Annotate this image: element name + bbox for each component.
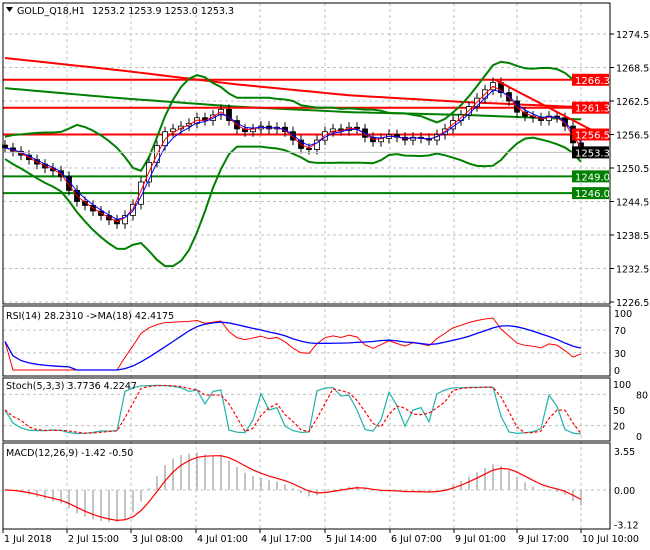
time-tick-label: 3 Jul 08:00 (132, 534, 183, 545)
level-price-tag (572, 170, 609, 183)
rsi-level-label: 100 (614, 309, 632, 320)
level-price-tag (572, 73, 609, 86)
candle (66, 175, 72, 191)
level-price-label: 1266.3 (575, 76, 610, 87)
time-tick-label: 9 Jul 17:00 (518, 534, 569, 545)
candle (546, 115, 552, 121)
candle (170, 128, 176, 133)
stoch-label: Stoch(5,3,3) 3.7736 4.2247 (6, 381, 137, 392)
long-ma-green (4, 87, 582, 121)
time-tick-label: 6 Jul 07:00 (391, 534, 442, 545)
collapse-triangle-icon[interactable] (6, 7, 13, 12)
price-tick-label: 1250.5 (616, 164, 649, 175)
stoch-level-label: 50 (613, 406, 625, 417)
price-tick-label: 1256.5 (616, 131, 649, 142)
price-tick-label: 1226.5 (616, 298, 649, 309)
bollinger-lower (4, 136, 582, 268)
level-price-tag (572, 128, 609, 141)
stoch-level-label: 100 (613, 380, 631, 391)
stoch-level-label: 20 (613, 422, 625, 433)
candle (242, 128, 248, 133)
price-tick-label: 1244.5 (616, 198, 649, 209)
bollinger-upper (4, 60, 582, 173)
candle (122, 215, 128, 225)
rsi-label: RSI(14) 28.2310 ->MA(18) 42.4175 (6, 311, 174, 322)
level-price-label: 1249.0 (575, 172, 610, 183)
panel-frame (2, 442, 611, 530)
macd-level-label: -3.12 (614, 520, 639, 531)
macd-panel[interactable] (4, 452, 582, 523)
price-tick-label: 1232.5 (616, 265, 649, 276)
panel-frame (2, 2, 611, 305)
rsi-level-label: 30 (614, 349, 626, 360)
rsi-level-label: 0 (614, 366, 620, 377)
price-tick-label: 1274.5 (616, 30, 649, 41)
candle (82, 201, 88, 206)
time-tick-label: 9 Jul 01:00 (455, 534, 506, 545)
candle (290, 131, 296, 141)
macd-level-label: 0.00 (614, 486, 635, 497)
rsi-ma-line (4, 321, 582, 371)
price-panel[interactable] (2, 57, 611, 268)
time-tick-label: 2 Jul 15:00 (68, 534, 119, 545)
macd-level-label: 3.55 (614, 447, 635, 458)
rsi-panel[interactable] (4, 317, 582, 371)
price-tick-label: 1268.5 (616, 64, 649, 75)
time-tick-label: 1 Jul 2018 (4, 534, 52, 545)
price-tick-label: 1262.5 (616, 97, 649, 108)
candle (306, 148, 312, 150)
time-tick-label: 4 Jul 01:00 (197, 534, 248, 545)
panel-frame (2, 377, 611, 442)
level-price-label: 1256.5 (575, 131, 610, 142)
level-price-label: 1246.0 (575, 189, 610, 200)
rsi-level-label: 70 (614, 326, 626, 337)
candle (330, 128, 336, 133)
macd-signal-line (4, 455, 582, 521)
level-price-tag (572, 101, 609, 114)
time-tick-label: 4 Jul 17:00 (261, 534, 312, 545)
level-price-label: 1261.3 (575, 104, 610, 115)
time-tick-label: 10 Jul 10:00 (582, 534, 639, 545)
stoch-level-label: 0 (636, 432, 642, 443)
candle (138, 181, 144, 205)
current-price-tag (572, 146, 609, 159)
stoch-level-label: 80 (636, 390, 648, 401)
slow-ma-line (4, 89, 582, 220)
level-price-tag (572, 187, 609, 200)
fast-ma-line (4, 85, 582, 223)
stoch-signal-line (4, 384, 582, 435)
time-tick-label: 5 Jul 14:00 (326, 534, 377, 545)
macd-label: MACD(12,26,9) -1.42 -0.50 (6, 448, 133, 459)
panel-frame (2, 305, 611, 377)
symbol-label: GOLD_Q18,H1 (17, 6, 85, 17)
price-tick-label: 1238.5 (616, 231, 649, 242)
ohlc-label: 1253.2 1253.9 1253.0 1253.3 (92, 6, 234, 17)
candle (226, 108, 232, 121)
current-price-label: 1253.3 (575, 148, 610, 159)
stoch-panel[interactable] (4, 384, 582, 435)
